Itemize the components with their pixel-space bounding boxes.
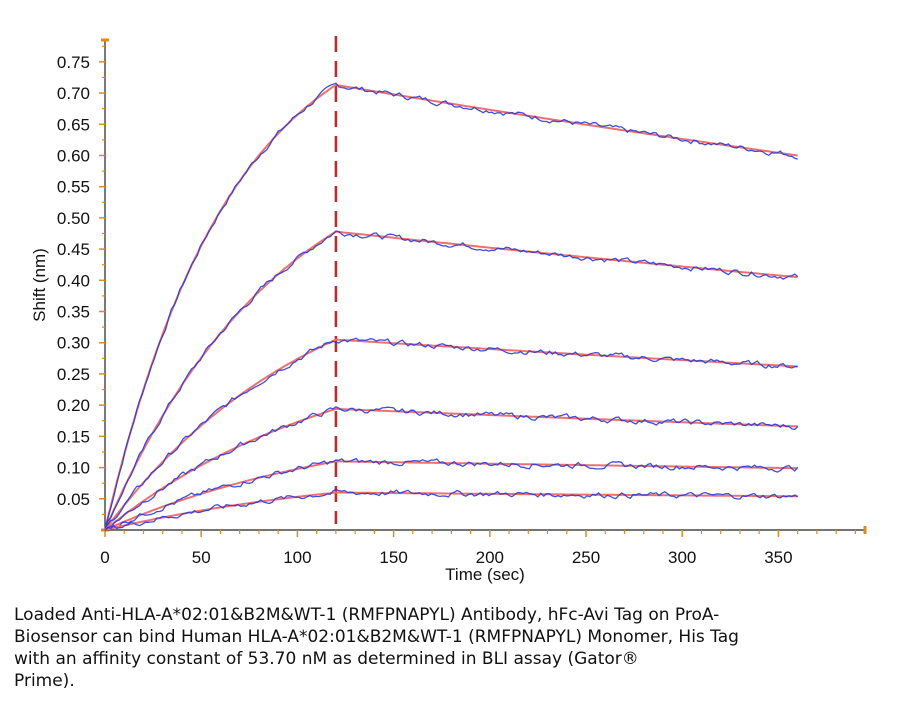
- x-tick-label: 300: [668, 548, 696, 567]
- y-tick-label: 0.60: [57, 146, 90, 165]
- y-tick-label: 0.30: [57, 334, 90, 353]
- x-tick-label: 150: [379, 548, 407, 567]
- y-tick-label: 0.55: [57, 178, 90, 197]
- y-tick-label: 0.15: [57, 427, 90, 446]
- y-tick-label: 0.70: [57, 84, 90, 103]
- raw-trace-series-2: [104, 230, 799, 530]
- raw-trace-series-5: [104, 457, 799, 531]
- y-tick-label: 0.05: [57, 490, 90, 509]
- y-tick-label: 0.40: [57, 271, 90, 290]
- x-tick-label: 200: [476, 548, 504, 567]
- caption-line: Loaded Anti-HLA-A*02:01&B2M&WT-1 (RMFPNA…: [14, 605, 720, 625]
- raw-trace-series-4: [104, 406, 799, 531]
- y-tick-label: 0.50: [57, 209, 90, 228]
- caption-line: Prime).: [14, 671, 75, 691]
- bli-sensorgram-chart: 0.05 0.10 0.15 0.20 0.25 0.30 0.35 0.40 0.45 0.50…: [30, 36, 867, 584]
- x-tick-label: 250: [572, 548, 600, 567]
- raw-trace-series-3: [104, 337, 798, 529]
- caption-line: with an affinity constant of 53.70 nM as…: [14, 649, 639, 669]
- x-tick-label: 50: [192, 548, 211, 567]
- y-tick-label: 0.35: [57, 303, 90, 322]
- x-axis: 0 50 100 150 200 250 300 350: [100, 526, 867, 567]
- series-layer: [104, 82, 799, 532]
- fit-curve-series-2: [104, 230, 798, 531]
- y-tick-label: 0.10: [57, 459, 90, 478]
- x-tick-label: 0: [100, 548, 109, 567]
- y-tick-label: 0.25: [57, 365, 90, 384]
- caption-line: Biosensor can bind Human HLA-A*02:01&B2M…: [14, 627, 739, 647]
- y-axis-title: Shift (nm): [30, 248, 49, 322]
- fit-curve-series-3: [104, 338, 798, 531]
- x-axis-title: Time (sec): [445, 565, 525, 584]
- y-tick-label: 0.75: [57, 53, 90, 72]
- x-tick-label: 100: [283, 548, 311, 567]
- raw-trace-series-1: [104, 82, 798, 531]
- figure-caption: Loaded Anti-HLA-A*02:01&B2M&WT-1 (RMFPNA…: [14, 604, 834, 692]
- y-tick-label: 0.45: [57, 240, 90, 259]
- x-tick-label: 350: [764, 548, 792, 567]
- y-tick-label: 0.65: [57, 115, 90, 134]
- fit-curve-series-6: [104, 491, 798, 531]
- y-axis: 0.05 0.10 0.15 0.20 0.25 0.30 0.35 0.40 0.45 0.50…: [57, 38, 109, 532]
- y-tick-label: 0.20: [57, 396, 90, 415]
- raw-trace-series-6: [104, 488, 799, 532]
